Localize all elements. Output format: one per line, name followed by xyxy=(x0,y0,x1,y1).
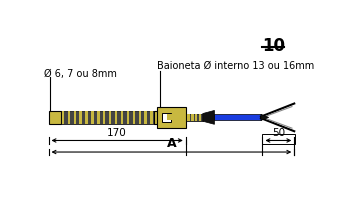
Bar xyxy=(97,111,100,124)
Bar xyxy=(151,111,153,124)
Bar xyxy=(187,114,190,121)
Bar xyxy=(139,111,141,124)
Bar xyxy=(48,111,61,124)
Bar xyxy=(85,111,88,124)
Text: 170: 170 xyxy=(107,128,127,138)
Polygon shape xyxy=(261,114,269,120)
Text: Ø 6, 7 ou 8mm: Ø 6, 7 ou 8mm xyxy=(44,69,117,79)
Bar xyxy=(61,111,157,124)
Bar xyxy=(162,113,171,122)
Bar xyxy=(262,133,295,144)
Bar xyxy=(79,111,82,124)
Polygon shape xyxy=(203,110,215,124)
Bar xyxy=(215,114,261,120)
Bar xyxy=(74,111,76,124)
Bar xyxy=(195,114,197,121)
Text: A: A xyxy=(166,137,176,150)
Bar xyxy=(127,111,129,124)
Bar xyxy=(109,111,111,124)
Bar xyxy=(157,107,186,128)
Bar xyxy=(68,111,70,124)
Bar xyxy=(199,114,201,121)
Bar xyxy=(167,114,172,120)
Bar xyxy=(186,114,203,121)
Bar xyxy=(154,111,160,124)
Bar xyxy=(115,111,117,124)
Bar xyxy=(91,111,94,124)
Text: 10: 10 xyxy=(262,37,285,55)
Text: 50: 50 xyxy=(272,128,285,138)
Bar xyxy=(62,111,64,124)
Bar xyxy=(103,111,105,124)
Text: Baioneta Ø interno 13 ou 16mm: Baioneta Ø interno 13 ou 16mm xyxy=(157,61,314,71)
Bar xyxy=(133,111,135,124)
Bar xyxy=(191,114,194,121)
Bar xyxy=(121,111,123,124)
Bar xyxy=(144,111,147,124)
